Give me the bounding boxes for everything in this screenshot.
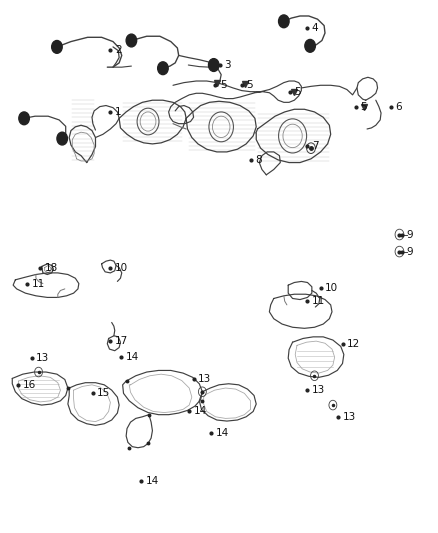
Text: 18: 18 bbox=[45, 263, 58, 272]
Text: 16: 16 bbox=[23, 380, 36, 390]
Text: 9: 9 bbox=[406, 247, 413, 256]
Text: 2: 2 bbox=[115, 45, 121, 54]
Circle shape bbox=[305, 39, 315, 52]
Text: 10: 10 bbox=[325, 283, 338, 293]
Text: 1: 1 bbox=[115, 107, 121, 117]
Text: 7: 7 bbox=[312, 141, 318, 151]
Text: 13: 13 bbox=[198, 375, 211, 384]
Text: 5: 5 bbox=[360, 102, 367, 111]
Text: 5: 5 bbox=[294, 87, 301, 96]
Text: 5: 5 bbox=[220, 80, 226, 90]
Text: 13: 13 bbox=[36, 353, 49, 363]
Text: 13: 13 bbox=[312, 385, 325, 395]
Circle shape bbox=[126, 34, 137, 47]
Circle shape bbox=[208, 59, 219, 71]
Text: 14: 14 bbox=[194, 407, 207, 416]
Circle shape bbox=[52, 41, 62, 53]
Text: 4: 4 bbox=[312, 23, 318, 33]
Text: 8: 8 bbox=[255, 155, 261, 165]
Circle shape bbox=[279, 15, 289, 28]
Text: 17: 17 bbox=[115, 336, 128, 346]
Text: 6: 6 bbox=[395, 102, 402, 111]
Text: 3: 3 bbox=[224, 60, 231, 70]
Circle shape bbox=[57, 132, 67, 145]
Text: 12: 12 bbox=[347, 339, 360, 349]
Text: 14: 14 bbox=[215, 428, 229, 438]
Circle shape bbox=[158, 62, 168, 75]
Text: 9: 9 bbox=[406, 230, 413, 239]
Text: 15: 15 bbox=[97, 389, 110, 398]
Text: 11: 11 bbox=[32, 279, 45, 288]
Text: 14: 14 bbox=[126, 352, 139, 362]
Text: 13: 13 bbox=[343, 412, 356, 422]
Text: 5: 5 bbox=[246, 80, 253, 90]
Circle shape bbox=[19, 112, 29, 125]
Text: 11: 11 bbox=[312, 296, 325, 306]
Text: 10: 10 bbox=[115, 263, 128, 272]
Text: 14: 14 bbox=[145, 476, 159, 486]
